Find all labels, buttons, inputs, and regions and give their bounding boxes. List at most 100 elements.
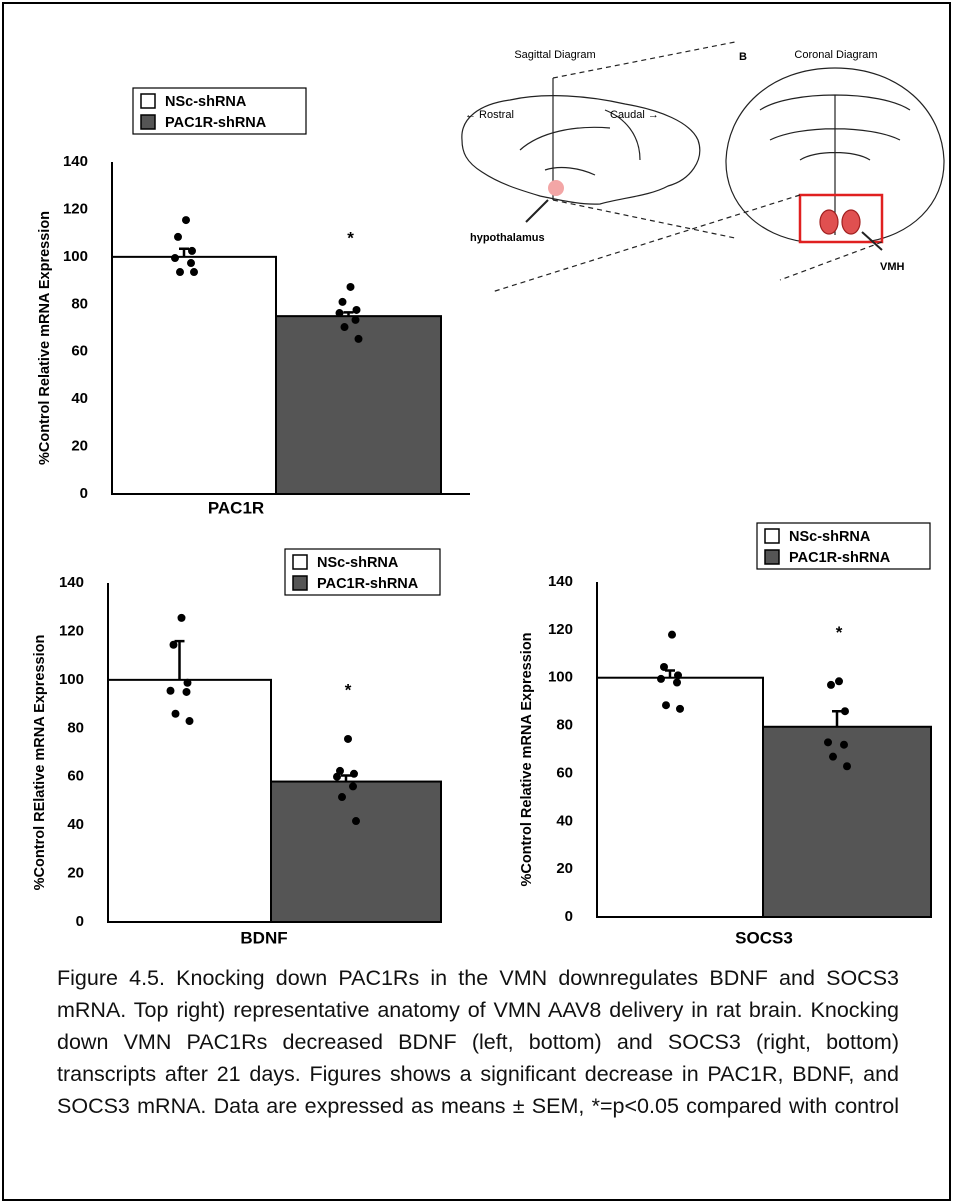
y-tick-label: 20 xyxy=(556,860,573,877)
y-tick-label: 100 xyxy=(59,671,84,688)
hypothalamus-label: hypothalamus xyxy=(470,232,545,244)
data-point xyxy=(174,232,182,241)
data-point xyxy=(187,259,195,268)
data-point xyxy=(190,268,198,277)
dashed-link xyxy=(779,241,883,281)
data-point xyxy=(344,734,352,743)
data-point xyxy=(166,686,175,695)
coronal-title: Coronal Diagram xyxy=(794,49,877,61)
y-tick-label: 120 xyxy=(548,621,573,638)
y-tick-label: 0 xyxy=(76,913,84,930)
data-point xyxy=(676,704,684,713)
legend-label: NSc-shRNA xyxy=(789,529,871,545)
y-tick-label: 40 xyxy=(71,390,88,407)
bar xyxy=(107,678,272,923)
sagittal-title: Sagittal Diagram xyxy=(514,49,595,61)
legend-swatch xyxy=(292,575,308,591)
error-bar xyxy=(343,311,354,317)
x-axis-label: PAC1R xyxy=(208,498,264,517)
data-point xyxy=(188,246,196,255)
bar xyxy=(596,676,764,919)
y-tick-label: 20 xyxy=(71,438,88,455)
y-axis-label: %Control Relative mRNA Expression xyxy=(37,211,53,465)
data-point xyxy=(349,782,357,791)
legend-label: PAC1R-shRNA xyxy=(789,550,891,566)
y-axis-label: %Control Relative mRNA Expression xyxy=(519,632,535,886)
y-tick-label: 40 xyxy=(556,812,573,829)
data-point xyxy=(169,640,178,649)
bar xyxy=(762,725,932,919)
legend-swatch xyxy=(764,549,780,565)
vmh-label: VMH xyxy=(880,261,905,273)
bar xyxy=(270,780,442,923)
vmh-arrow xyxy=(861,231,883,251)
bar xyxy=(275,315,442,495)
data-point xyxy=(346,282,355,291)
caption: Figure 4.5. Knocking down PAC1Rs in the … xyxy=(57,966,899,1118)
significance-marker: * xyxy=(836,623,843,642)
y-tick-label: 100 xyxy=(63,248,88,265)
data-point xyxy=(177,613,186,622)
legend-swatch xyxy=(292,554,308,570)
data-point xyxy=(182,216,190,225)
y-axis-label: %Control RElative mRNA Expression xyxy=(32,635,48,891)
data-point xyxy=(673,678,681,687)
data-point xyxy=(333,772,341,781)
caudal-label: Caudal → xyxy=(610,109,659,121)
legend-label: PAC1R-shRNA xyxy=(317,576,419,592)
y-tick-label: 140 xyxy=(59,574,84,591)
coronal-detail xyxy=(759,94,911,235)
y-tick-label: 60 xyxy=(67,768,84,785)
x-axis-label: BDNF xyxy=(240,928,287,947)
data-point xyxy=(827,680,835,689)
y-tick-label: 40 xyxy=(67,816,84,833)
legend-swatch xyxy=(764,528,780,544)
legend-label: NSc-shRNA xyxy=(317,555,399,571)
error-bar xyxy=(179,247,189,257)
significance-marker: * xyxy=(345,680,352,699)
anatomy-diagram xyxy=(461,41,945,293)
error-bar xyxy=(174,639,185,680)
error-bar xyxy=(832,709,842,727)
data-point xyxy=(182,687,191,696)
data-point xyxy=(352,305,361,314)
y-tick-label: 80 xyxy=(71,295,88,312)
error-bar xyxy=(341,774,351,782)
sagittal-detail xyxy=(519,109,641,176)
dashed-link xyxy=(552,199,736,239)
dashed-link xyxy=(552,41,736,79)
figure: Sagittal Diagram B Coronal Diagram ← Ros… xyxy=(32,41,945,947)
data-point xyxy=(662,701,670,710)
hypothalamus-arrow xyxy=(525,199,549,223)
legend-swatch xyxy=(140,93,156,109)
vmh-left xyxy=(819,209,839,235)
y-tick-label: 60 xyxy=(556,764,573,781)
data-point xyxy=(171,254,179,263)
y-tick-label: 80 xyxy=(556,717,573,734)
y-tick-label: 100 xyxy=(548,669,573,686)
legend-label: NSc-shRNA xyxy=(165,94,247,110)
data-point xyxy=(338,297,347,306)
data-point xyxy=(338,793,346,802)
significance-marker: * xyxy=(347,228,354,247)
hypothalamus-spot xyxy=(548,180,564,196)
data-point xyxy=(668,630,676,639)
data-point xyxy=(176,268,184,277)
vmh-box xyxy=(798,193,884,244)
data-point xyxy=(185,717,194,726)
data-point xyxy=(335,309,344,318)
y-tick-label: 140 xyxy=(548,573,573,590)
data-point xyxy=(340,323,349,332)
sagittal-brain xyxy=(461,95,701,205)
y-tick-label: 0 xyxy=(565,908,573,925)
panel-label: B xyxy=(739,51,747,63)
legend-swatch xyxy=(140,114,156,130)
data-point xyxy=(841,707,849,716)
data-point xyxy=(843,762,851,771)
y-tick-label: 80 xyxy=(67,719,84,736)
data-point xyxy=(674,671,682,680)
data-point xyxy=(354,334,363,343)
y-tick-label: 120 xyxy=(59,622,84,639)
data-point xyxy=(350,769,358,778)
